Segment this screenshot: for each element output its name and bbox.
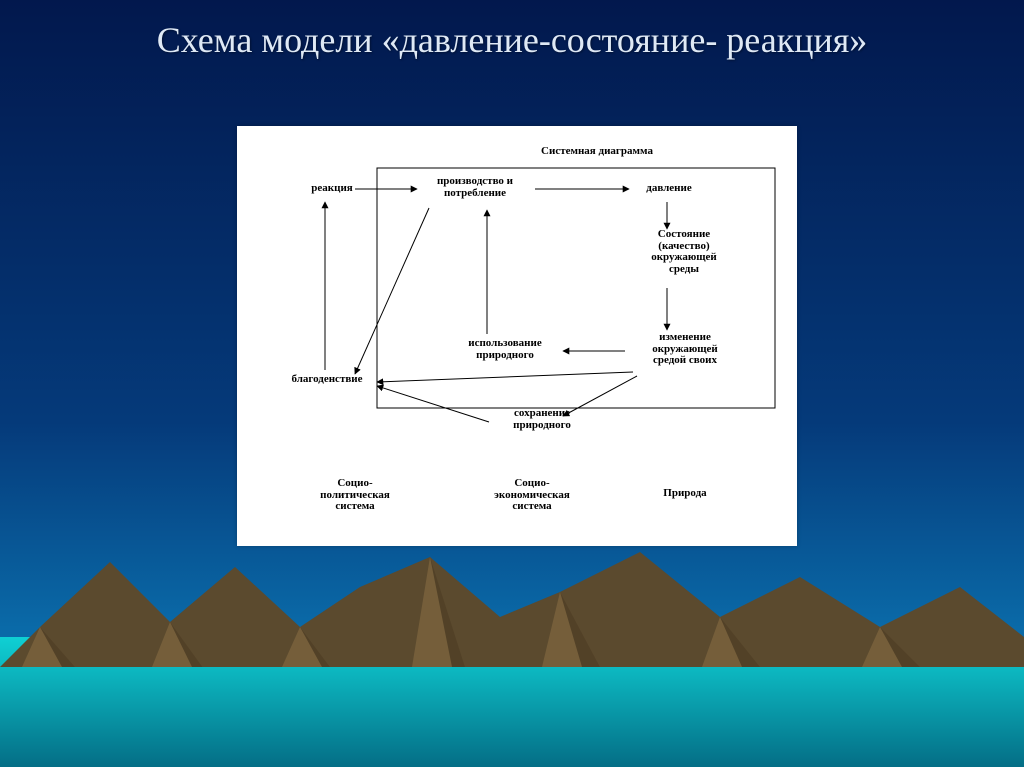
edge-prodcons-wellbeing <box>355 208 429 374</box>
diagram-panel: Системная диаграмма реакция производство и… <box>237 126 797 546</box>
node-state: Состояние (качество) окружающей среды <box>629 229 739 285</box>
footer-label-1: Социо- экономическая система <box>467 478 597 522</box>
edge-conserve-wellbeing <box>377 386 489 422</box>
node-envchange: изменение окружающей средой своих <box>625 332 745 376</box>
node-wellbeing: благоденствие <box>277 374 377 390</box>
node-conserve: сохранение природного <box>487 408 597 438</box>
node-reaction: реакция <box>297 183 367 199</box>
node-prodcons: производство и потребление <box>415 176 535 206</box>
node-pressure: давление <box>629 183 709 199</box>
footer-label-0: Социо- политическая система <box>295 478 415 522</box>
slide-title: Схема модели «давление-состояние- реакци… <box>0 18 1024 63</box>
edge-envchange-wellbeing <box>377 372 633 382</box>
footer-label-2: Природа <box>645 488 725 506</box>
node-useofnat: использование природного <box>445 338 565 368</box>
diagram-header: Системная диаграмма <box>517 146 677 158</box>
